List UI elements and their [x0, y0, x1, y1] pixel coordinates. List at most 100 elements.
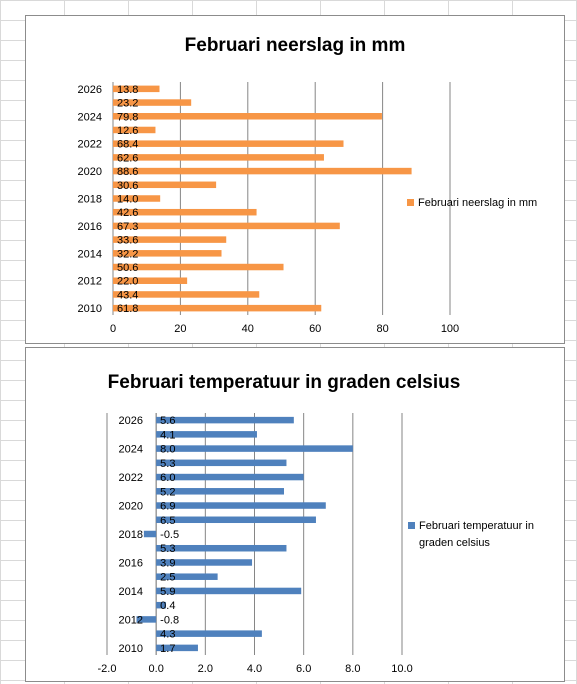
- data-label: 88.6: [117, 166, 138, 178]
- data-label: 22.0: [117, 276, 138, 288]
- legend-swatch: [408, 522, 415, 529]
- data-label: 13.8: [117, 84, 138, 96]
- bar: [143, 530, 157, 538]
- bar: [113, 85, 160, 93]
- x-tick-label: 0: [110, 323, 116, 335]
- data-label: 4.3: [160, 629, 175, 641]
- bar: [136, 616, 157, 623]
- bar: [113, 167, 412, 175]
- bar: [113, 126, 156, 134]
- x-tick-label: 40: [242, 323, 254, 335]
- x-tick-label: 8.0: [345, 663, 360, 675]
- bar: [113, 236, 227, 243]
- y-tick-label: 2010: [119, 643, 143, 655]
- data-label: 23.2: [117, 98, 138, 110]
- bar: [113, 99, 192, 106]
- data-label: 5.2: [160, 486, 175, 498]
- data-label: 79.8: [117, 111, 138, 123]
- y-tick-label: 2010: [78, 303, 102, 315]
- data-label: 33.6: [117, 235, 138, 247]
- x-tick-label: 80: [376, 323, 388, 335]
- bar: [113, 181, 217, 189]
- y-tick-label: 2022: [119, 472, 143, 484]
- data-label: -0.5: [160, 529, 179, 541]
- chart-title: Februari neerslag in mm: [185, 35, 406, 56]
- bar: [113, 250, 222, 257]
- data-label: 6.5: [160, 515, 175, 527]
- y-tick-label: 2014: [78, 248, 102, 260]
- bar: [156, 573, 218, 580]
- data-label: 4.1: [160, 429, 175, 441]
- data-label: 5.9: [160, 586, 175, 598]
- data-label: 68.4: [117, 139, 138, 151]
- temperature-chart[interactable]: Februari temperatuur in graden celsius -…: [25, 347, 565, 682]
- bar: [156, 630, 262, 637]
- data-label: 42.6: [117, 207, 138, 219]
- bar: [156, 644, 198, 652]
- bar: [156, 416, 294, 424]
- y-tick-label: 2018: [78, 194, 102, 206]
- data-label: 32.2: [117, 248, 138, 260]
- data-label: 43.4: [117, 289, 138, 301]
- y-tick-label: 2020: [119, 501, 143, 513]
- bar: [113, 304, 322, 312]
- data-label: 2.5: [160, 572, 175, 584]
- bar: [156, 544, 287, 552]
- y-tick-label: 2026: [119, 415, 143, 427]
- x-tick-label: 2.0: [198, 663, 213, 675]
- data-label: 5.3: [160, 458, 175, 470]
- data-label: 5.3: [160, 543, 175, 555]
- data-label: 50.6: [117, 262, 138, 274]
- bar: [156, 516, 316, 524]
- data-label: 62.6: [117, 152, 138, 164]
- data-label: 67.3: [117, 221, 138, 233]
- bar: [113, 291, 260, 298]
- legend-label: Februari neerslag in mm: [418, 197, 537, 209]
- bar: [113, 208, 257, 216]
- bar: [113, 222, 340, 230]
- x-tick-label: -2.0: [98, 663, 117, 675]
- temperature-chart-svg: Februari temperatuur in graden celsius -…: [98, 372, 534, 675]
- x-tick-label: 0.0: [149, 663, 164, 675]
- data-label: 12.6: [117, 125, 138, 137]
- bar: [156, 587, 302, 595]
- legend-label: graden celsius: [419, 537, 490, 549]
- data-label: 6.0: [160, 472, 175, 484]
- data-label: 0.4: [160, 600, 175, 612]
- bar: [156, 459, 287, 467]
- bar: [156, 431, 257, 438]
- y-tick-label: 2026: [78, 84, 102, 96]
- y-tick-label: 2022: [78, 139, 102, 151]
- x-tick-label: 6.0: [296, 663, 311, 675]
- x-tick-label: 4.0: [247, 663, 262, 675]
- y-tick-label: 2012: [78, 276, 102, 288]
- y-tick-label: 2024: [78, 111, 102, 123]
- chart-title: Februari temperatuur in graden celsius: [108, 372, 461, 393]
- data-label: -0.8: [160, 614, 179, 626]
- data-label: 30.6: [117, 180, 138, 192]
- bar: [113, 113, 382, 120]
- bar: [113, 154, 324, 161]
- bar: [113, 195, 161, 202]
- bar: [156, 445, 353, 452]
- precipitation-chart[interactable]: Februari neerslag in mm 0 20 40 60 80 100 61.8…: [25, 15, 565, 344]
- bar: [156, 502, 326, 509]
- y-tick-label: 2020: [78, 166, 102, 178]
- x-tick-label: 10.0: [391, 663, 412, 675]
- bar: [156, 601, 166, 609]
- legend-swatch: [407, 199, 414, 206]
- data-label: 6.9: [160, 501, 175, 513]
- legend-label: Februari temperatuur in: [419, 520, 534, 532]
- data-label: 8.0: [160, 444, 175, 456]
- x-tick-label: 20: [174, 323, 186, 335]
- y-tick-label: 2012: [119, 614, 143, 626]
- bar: [113, 140, 344, 147]
- y-tick-label: 2016: [78, 221, 102, 233]
- data-label: 61.8: [117, 303, 138, 315]
- data-label: 1.7: [160, 643, 175, 655]
- data-label: 14.0: [117, 194, 138, 206]
- bar: [156, 559, 253, 566]
- data-label: 5.6: [160, 415, 175, 427]
- x-tick-label: 60: [309, 323, 321, 335]
- bar: [156, 488, 284, 495]
